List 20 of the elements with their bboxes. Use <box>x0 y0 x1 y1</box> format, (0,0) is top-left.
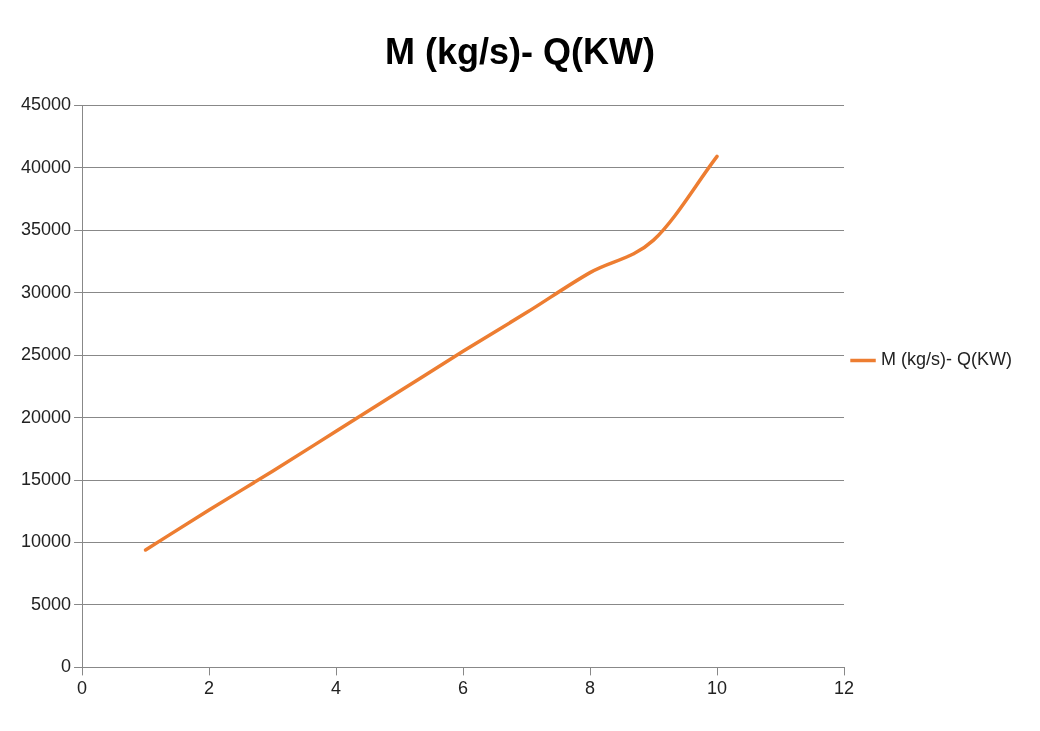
y-tick-label: 0 <box>61 656 72 677</box>
legend-label: M (kg/s)- Q(KW) <box>881 349 1013 370</box>
x-tick-label: 12 <box>834 678 855 699</box>
chart-title: M (kg/s)- Q(KW) <box>385 30 655 72</box>
y-tick-label: 10000 <box>20 531 72 552</box>
y-tick-label: 40000 <box>20 156 72 177</box>
y-tick-label: 30000 <box>20 281 72 302</box>
x-tick-label: 0 <box>77 678 88 699</box>
x-tick-label: 2 <box>204 678 215 699</box>
y-tick-label: 15000 <box>20 468 72 489</box>
y-tick-label: 25000 <box>20 344 72 365</box>
x-tick-label: 10 <box>707 678 728 699</box>
x-tick-label: 6 <box>458 678 469 699</box>
x-tick-label: 4 <box>331 678 342 699</box>
line-series <box>143 154 719 552</box>
x-tick-label: 8 <box>585 678 596 699</box>
y-tick-label: 35000 <box>20 219 72 240</box>
y-tick-label: 45000 <box>20 94 72 115</box>
y-tick-label: 20000 <box>20 406 72 427</box>
y-tick-label: 5000 <box>31 593 72 614</box>
